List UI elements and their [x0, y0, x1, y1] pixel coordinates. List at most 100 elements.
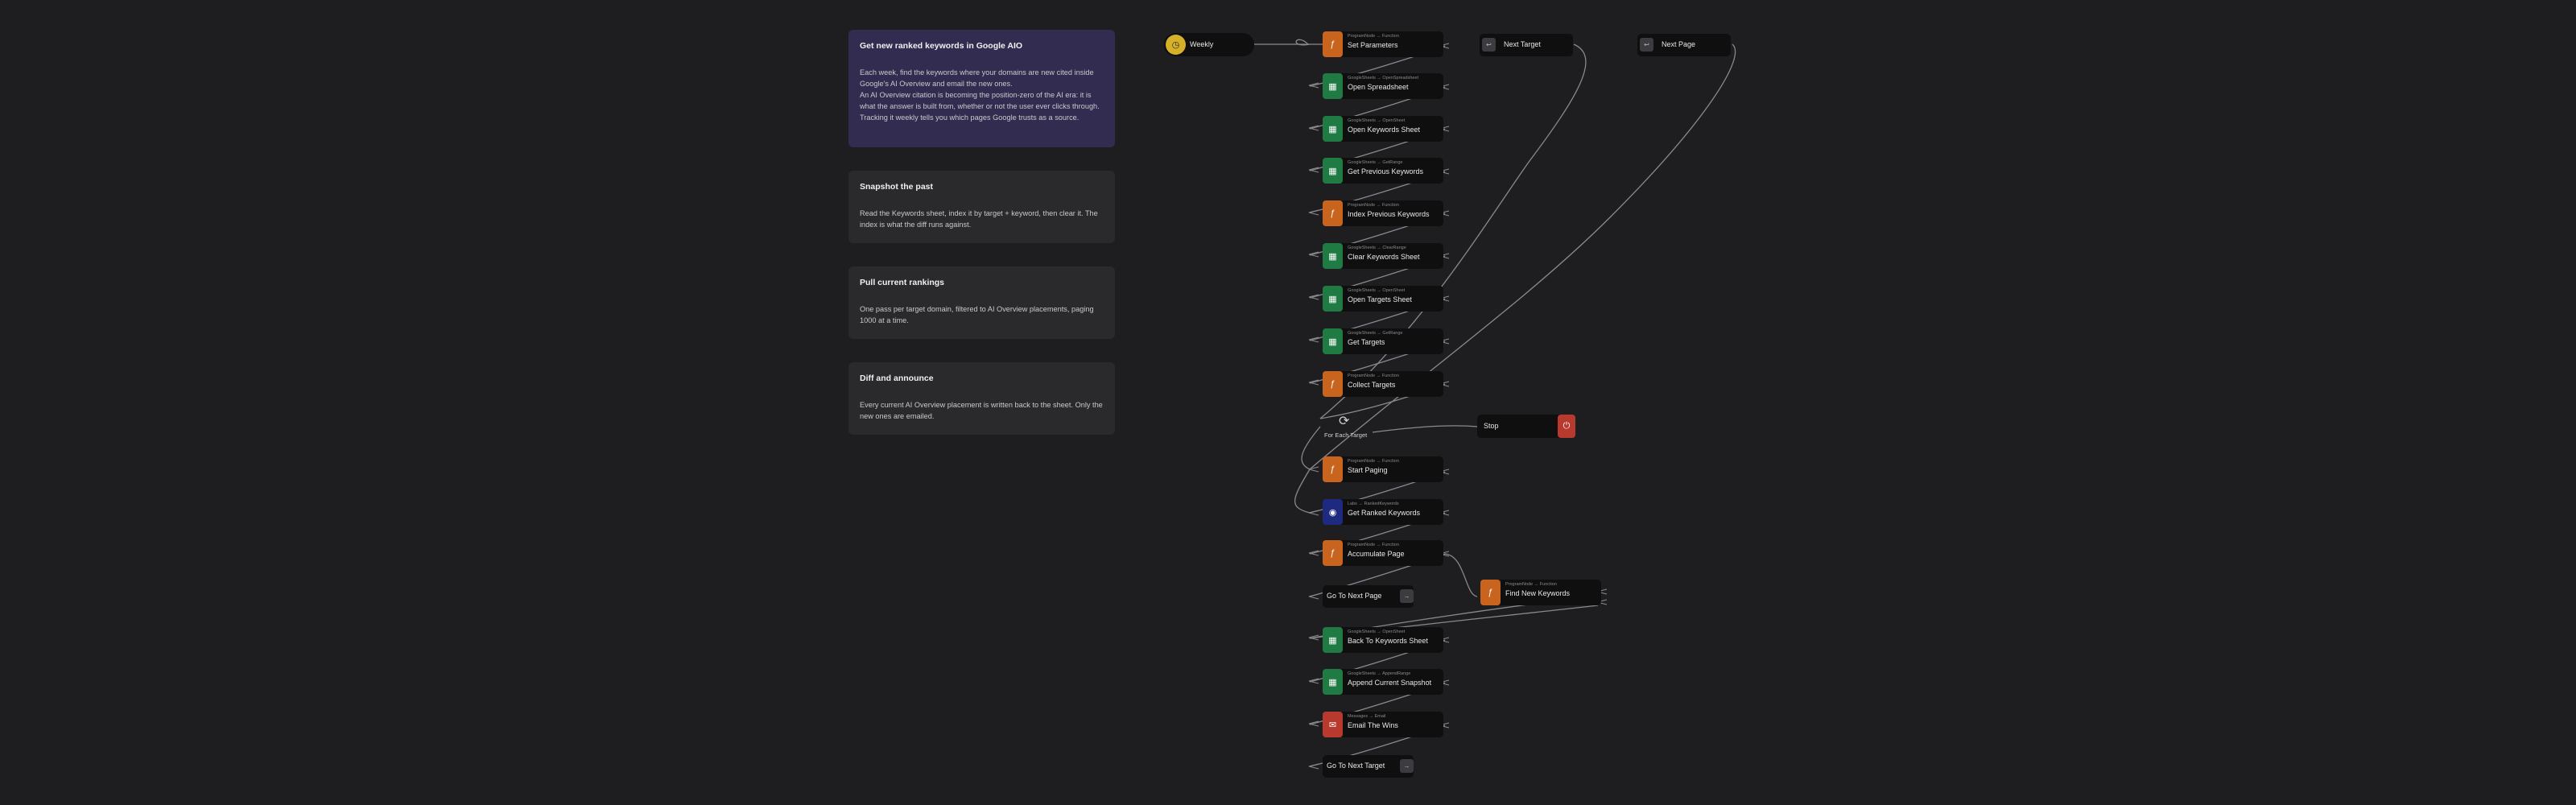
node-subtitle: GoogleSheets → OpenSheet [1348, 630, 1406, 634]
wire [1295, 39, 1311, 46]
globe-icon: ◉ [1323, 499, 1343, 525]
node-title: Get Targets [1348, 338, 1385, 346]
clock-icon: ◷ [1166, 35, 1186, 55]
code-icon: ƒ [1323, 540, 1343, 566]
node-start-paging[interactable]: ƒ ProgramNode → Function Start Paging [1323, 456, 1443, 482]
node-for-each-target[interactable]: For Each Target [1324, 431, 1368, 439]
sheet-icon: ▦ [1323, 328, 1343, 354]
node-open-spreadsheet[interactable]: ▦ GoogleSheets → OpenSpreadsheet Open Sp… [1323, 73, 1443, 99]
node-get-ranked-keywords[interactable]: ◉ Labs → RankedKeywords Get Ranked Keywo… [1323, 499, 1443, 525]
node-email-the-wins[interactable]: ✉ Messages → Email Email The Wins [1323, 712, 1443, 737]
sticky-note-snapshot[interactable]: Snapshot the past Read the Keywords shee… [848, 171, 1115, 243]
node-title: Email The Wins [1348, 721, 1398, 729]
node-title: Go To Next Target [1327, 762, 1385, 770]
node-subtitle: Messages → Email [1348, 714, 1386, 719]
sheet-icon: ▦ [1323, 669, 1343, 695]
code-icon: ƒ [1323, 371, 1343, 397]
node-title: Clear Keywords Sheet [1348, 253, 1420, 261]
node-index-previous-keywords[interactable]: ƒ ProgramNode → Function Index Previous … [1323, 200, 1443, 226]
node-subtitle: GoogleSheets → OpenSpreadsheet [1348, 76, 1419, 80]
node-subtitle: GoogleSheets → ClearRange [1348, 246, 1406, 250]
node-subtitle: ProgramNode → Function [1348, 459, 1399, 464]
node-title: Back To Keywords Sheet [1348, 637, 1428, 645]
wire [1294, 469, 1311, 514]
sheet-icon: ▦ [1323, 158, 1343, 184]
node-next-page[interactable]: ↩ Next Page [1637, 34, 1731, 56]
code-icon: ƒ [1323, 31, 1343, 57]
node-title: Open Targets Sheet [1348, 295, 1412, 303]
node-title: Index Previous Keywords [1348, 210, 1430, 218]
arrow-icon: → [1400, 589, 1414, 603]
node-clear-keywords-sheet[interactable]: ▦ GoogleSheets → ClearRange Clear Keywor… [1323, 243, 1443, 269]
stop-icon: ⏻ [1558, 415, 1575, 438]
note-title: Get new ranked keywords in Google AIO [860, 41, 1023, 51]
node-back-to-keywords-sheet[interactable]: ▦ GoogleSheets → OpenSheet Back To Keywo… [1323, 627, 1443, 653]
node-collect-targets[interactable]: ƒ ProgramNode → Function Collect Targets [1323, 371, 1443, 397]
node-subtitle: ProgramNode → Function [1348, 203, 1399, 208]
note-title: Diff and announce [860, 374, 934, 383]
loop-icon[interactable]: ⟳ [1339, 415, 1350, 428]
node-title: Go To Next Page [1327, 592, 1382, 600]
node-title: Get Ranked Keywords [1348, 509, 1421, 517]
node-subtitle: GoogleSheets → OpenSheet [1348, 118, 1406, 123]
node-go-to-next-page[interactable]: Go To Next Page → [1323, 585, 1414, 608]
node-open-keywords-sheet[interactable]: ▦ GoogleSheets → OpenSheet Open Keywords… [1323, 116, 1443, 142]
node-subtitle: ProgramNode → Function [1505, 582, 1557, 587]
code-icon: ƒ [1323, 200, 1343, 226]
code-icon: ƒ [1323, 456, 1343, 482]
node-append-current-snapshot[interactable]: ▦ GoogleSheets → AppendRange Append Curr… [1323, 669, 1443, 695]
node-title: Accumulate Page [1348, 550, 1405, 558]
node-title: Next Page [1662, 40, 1696, 48]
node-title: Collect Targets [1348, 381, 1396, 389]
node-title: Open Spreadsheet [1348, 83, 1409, 91]
sheet-icon: ▦ [1323, 116, 1343, 142]
node-accumulate-page[interactable]: ƒ ProgramNode → Function Accumulate Page [1323, 540, 1443, 566]
node-stop[interactable]: Stop ⏻ [1477, 415, 1575, 438]
node-open-targets-sheet[interactable]: ▦ GoogleSheets → OpenSheet Open Targets … [1323, 286, 1443, 312]
node-title: Set Parameters [1348, 41, 1398, 49]
arrow-icon: → [1400, 759, 1414, 773]
code-icon: ƒ [1480, 580, 1501, 605]
node-subtitle: GoogleSheets → GetRange [1348, 331, 1403, 336]
node-title: Weekly [1190, 40, 1214, 48]
node-find-new-keywords[interactable]: ƒ ProgramNode → Function Find New Keywor… [1480, 580, 1601, 605]
note-title: Snapshot the past [860, 182, 934, 192]
wire [1319, 43, 1587, 419]
node-title: Open Keywords Sheet [1348, 126, 1421, 134]
wire [1301, 426, 1321, 470]
note-body: Each week, find the keywords where your … [860, 68, 1100, 122]
node-title: Start Paging [1348, 466, 1388, 474]
node-weekly-trigger[interactable]: ◷ Weekly [1164, 33, 1254, 56]
sticky-note-diff[interactable]: Diff and announce Every current AI Overv… [848, 362, 1115, 435]
sheet-icon: ▦ [1323, 73, 1343, 99]
node-title: Stop [1484, 422, 1499, 430]
note-body: One pass per target domain, filtered to … [860, 305, 1094, 324]
mail-icon: ✉ [1323, 712, 1343, 737]
sheet-icon: ▦ [1323, 286, 1343, 312]
node-subtitle: Labs → RankedKeywords [1348, 502, 1399, 506]
node-set-parameters[interactable]: ƒ ProgramNode → Function Set Parameters [1323, 31, 1443, 57]
node-subtitle: GoogleSheets → AppendRange [1348, 671, 1411, 676]
node-title: Get Previous Keywords [1348, 167, 1424, 175]
sticky-note-overview[interactable]: Get new ranked keywords in Google AIO Ea… [848, 30, 1115, 147]
wire [1444, 553, 1478, 597]
node-title: Next Target [1504, 40, 1541, 48]
note-body: Every current AI Overview placement is w… [860, 401, 1103, 420]
node-go-to-next-target[interactable]: Go To Next Target → [1323, 755, 1414, 778]
node-next-target[interactable]: ↩ Next Target [1480, 34, 1573, 56]
node-subtitle: ProgramNode → Function [1348, 34, 1399, 39]
node-subtitle: ProgramNode → Function [1348, 374, 1399, 378]
sheet-icon: ▦ [1323, 243, 1343, 269]
wire [1372, 425, 1478, 433]
arrow-icon: ↩ [1640, 38, 1653, 52]
sticky-note-rankings[interactable]: Pull current rankings One pass per targe… [848, 266, 1115, 339]
node-title: Append Current Snapshot [1348, 679, 1432, 687]
sheet-icon: ▦ [1323, 627, 1343, 653]
node-get-targets[interactable]: ▦ GoogleSheets → GetRange Get Targets [1323, 328, 1443, 354]
node-subtitle: GoogleSheets → GetRange [1348, 160, 1403, 165]
node-title: Find New Keywords [1505, 589, 1571, 597]
note-title: Pull current rankings [860, 278, 945, 287]
arrow-icon: ↩ [1482, 38, 1496, 52]
node-get-previous-keywords[interactable]: ▦ GoogleSheets → GetRange Get Previous K… [1323, 158, 1443, 184]
